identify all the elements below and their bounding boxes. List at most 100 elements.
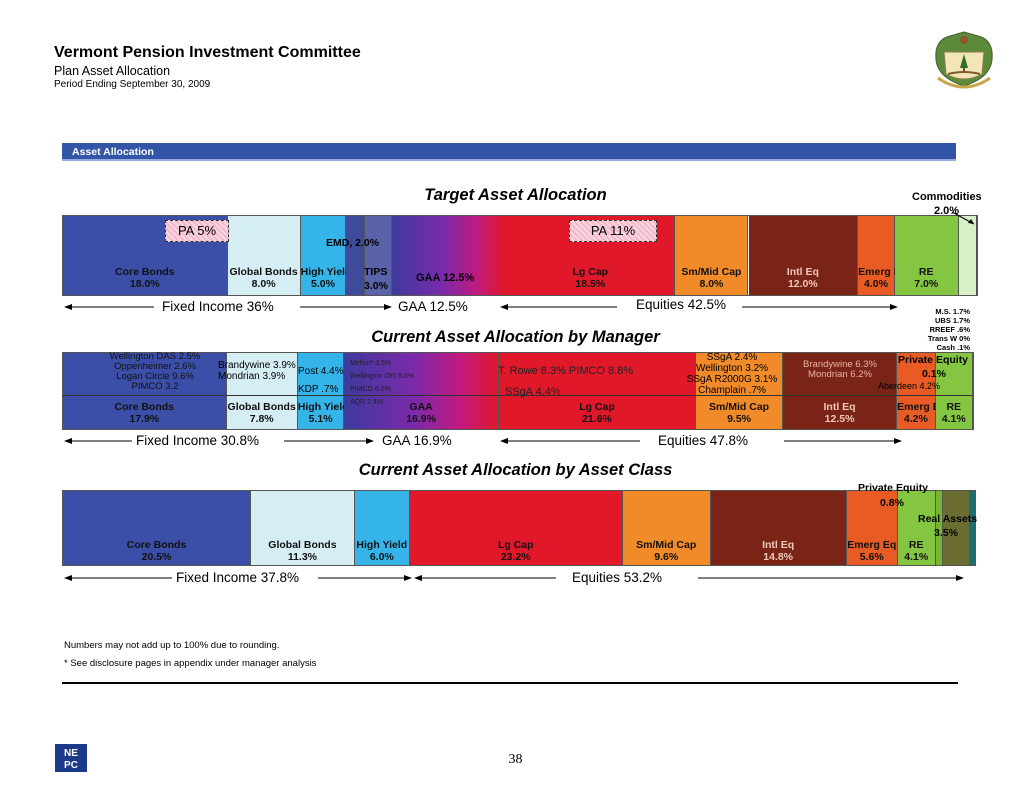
private-equity-manager-value: 0.1% xyxy=(922,368,946,380)
segment-value-high-yield: 5.1% xyxy=(308,413,333,425)
target-span-fixed-income: Fixed Income 36% xyxy=(162,299,274,314)
segment-value-global-bonds: 8.0% xyxy=(251,278,276,290)
manager-span-fixed-income: Fixed Income 30.8% xyxy=(136,433,260,448)
private-equity-class-value: 0.8% xyxy=(880,497,904,509)
segment-label-gaa: GAA 16.9% xyxy=(344,401,497,425)
bar-segment-core-bonds: Core Bonds 17.9% xyxy=(63,353,227,429)
segment-label-lg-cap: Lg Cap 21.6% xyxy=(499,401,695,425)
segment-label-sm-mid-cap: Sm/Mid Cap 9.6% xyxy=(623,539,710,563)
report-period: Period Ending September 30, 2009 xyxy=(54,79,211,90)
segment-name-re: RE xyxy=(908,539,924,551)
segment-name-core-bonds: Core Bonds xyxy=(126,539,187,551)
re-detail-2: RREEF .6% xyxy=(929,325,970,334)
asset-class-span-equities: Equities 53.2% xyxy=(572,570,663,585)
asset-class-span-arrows xyxy=(64,575,964,581)
bar-segment-sm-mid-cap: Sm/Mid Cap 8.0% xyxy=(675,216,749,295)
segment-value-intl-eq: 12.0% xyxy=(787,278,818,290)
segment-label-emerg-eq: Emerg Eq 4.2% xyxy=(897,401,946,425)
segment-name-intl-eq: Intl Eq xyxy=(786,266,819,278)
re-detail-1: UBS 1.7% xyxy=(934,316,970,325)
segment-value-core-bonds: 18.0% xyxy=(129,278,160,290)
bar-segment-sm-mid-cap: Sm/Mid Cap 9.5% xyxy=(696,353,783,429)
bar-segment-emerg-eq: Emerg Eq 4.2% xyxy=(897,353,946,429)
manager-aqr: AQR 2.4% xyxy=(350,399,384,406)
intl-eq-managers: Brandywine 6.3% Mondrian 6.2% xyxy=(790,360,890,380)
note-disclosure: * See disclosure pages in appendix under… xyxy=(64,658,317,669)
segment-value-global-bonds: 11.3% xyxy=(287,551,318,563)
segment-name-global-bonds: Global Bonds xyxy=(229,266,298,278)
segment-name-global-bonds: Global Bonds xyxy=(227,401,296,413)
bar-segment-tips xyxy=(364,216,393,295)
manager-kdp: KDP .7% xyxy=(298,384,339,395)
segment-value-intl-eq: 14.8% xyxy=(763,551,794,563)
footer-rule xyxy=(62,682,958,684)
report-subtitle: Plan Asset Allocation xyxy=(54,64,171,78)
segment-value-high-yield: 6.0% xyxy=(369,551,394,563)
segment-label-sm-mid-cap: Sm/Mid Cap 9.5% xyxy=(696,401,782,425)
segment-value-global-bonds: 7.8% xyxy=(249,413,274,425)
segment-value-emerg-eq: 4.0% xyxy=(863,278,888,290)
segment-name-intl-eq: Intl Eq xyxy=(823,401,856,413)
segment-label-intl-eq: Intl Eq 12.0% xyxy=(749,266,858,290)
bar-segment-high-yield: High Yield 6.0% xyxy=(354,491,410,565)
manager-chart-title: Current Asset Allocation by Manager xyxy=(371,328,660,346)
segment-name-re: RE xyxy=(946,401,962,413)
segment-name-lg-cap: Lg Cap xyxy=(579,401,615,413)
segment-label-re: RE 7.0% xyxy=(895,266,958,290)
manager-wellington-sm: Wellington 3.2% xyxy=(695,363,769,374)
bar-segment-commodities xyxy=(958,216,977,295)
bar-segment-global-bonds: Global Bonds 8.0% xyxy=(227,216,301,295)
segment-value-core-bonds: 17.9% xyxy=(129,413,160,425)
tips-value: 3.0% xyxy=(364,280,388,292)
manager-champlain: Champlain .7% xyxy=(698,385,766,396)
manager-allocation-bar: Core Bonds 17.9% Global Bonds 7.8% High Yiel… xyxy=(62,352,974,430)
bar-segment-sm-mid-cap: Sm/Mid Cap 9.6% xyxy=(622,491,711,565)
vermont-seal-icon xyxy=(935,31,993,89)
manager-mellon: Mellon* 3.5% xyxy=(350,360,392,367)
segment-name-high-yield: High Yield xyxy=(300,266,352,278)
real-assets-class-value: 3.5% xyxy=(934,527,958,539)
bar-segment-global-bonds: Global Bonds 7.8% xyxy=(226,353,298,429)
bar-segment-high-yield: High Yield 5.0% xyxy=(300,216,352,295)
bar-segment-re: RE 4.1% xyxy=(897,491,936,565)
gaa-managers: Mellon* 3.5% Wellington OFI 5.0% PIMCO 6… xyxy=(350,357,414,409)
cash-sliver xyxy=(969,491,975,565)
core-bonds-managers: Wellington DAS 2.5% Oppenheimer 2.6% Log… xyxy=(80,352,230,392)
note-rounding: Numbers may not add up to 100% due to ro… xyxy=(64,640,280,651)
manager-span-arrows xyxy=(64,438,902,444)
manager-pimco-gaa: PIMCO 6.0% xyxy=(350,386,391,393)
private-equity-manager-label: Private Equity xyxy=(898,354,969,366)
commodities-pointer-icon xyxy=(951,211,975,225)
manager-oppenheimer: Oppenheimer 2.6% xyxy=(114,361,196,372)
bar-segment-intl-eq: Intl Eq 12.0% xyxy=(748,216,859,295)
segment-value-re: 4.1% xyxy=(904,551,929,563)
asset-class-span-fixed-income: Fixed Income 37.8% xyxy=(176,570,300,585)
manager-trowe-pimco: T. Rowe 8.3% PIMCO 8.8% xyxy=(498,365,634,377)
segment-label-high-yield: High Yield 5.1% xyxy=(298,401,349,425)
segment-name-lg-cap: Lg Cap xyxy=(572,266,609,278)
segment-value-high-yield: 5.0% xyxy=(311,278,335,290)
manager-mondrian-gb: Mondrian 3.9% xyxy=(218,371,286,382)
segment-name-intl-eq: Intl Eq xyxy=(762,539,795,551)
segment-value-re: 4.1% xyxy=(941,413,966,425)
manager-span-equities: Equities 47.8% xyxy=(658,433,749,448)
bar-segment-emerg-eq: Emerg Eq 4.0% xyxy=(858,216,907,295)
sm-mid-managers: SSgA 2.4% Wellington 3.2% SSgA R2000G 3.… xyxy=(682,352,782,396)
bar-segment-re: RE 7.0% xyxy=(894,216,959,295)
segment-label-re: RE 4.1% xyxy=(936,401,972,425)
segment-label-core-bonds: Core Bonds 18.0% xyxy=(63,266,227,290)
bar-segment-gaa: GAA 16.9% xyxy=(344,353,499,429)
segment-value-re: 7.0% xyxy=(914,278,939,290)
bar-segment-re: RE 4.1% xyxy=(935,353,973,429)
emd-label: EMD, 2.0% xyxy=(326,237,380,249)
segment-name-core-bonds: Core Bonds xyxy=(114,401,175,413)
bar-segment-private-equity xyxy=(935,491,943,565)
segment-value-emerg-eq: 5.6% xyxy=(859,551,884,563)
bar-segment-gaa xyxy=(392,216,507,295)
bar-segment-core-bonds: Core Bonds 20.5% xyxy=(63,491,252,565)
segment-name-sm-mid-cap: Sm/Mid Cap xyxy=(709,401,770,413)
segment-label-intl-eq: Intl Eq 12.5% xyxy=(783,401,896,425)
svg-text:PC: PC xyxy=(64,760,78,771)
pa-equity-box: PA 11% xyxy=(569,220,657,242)
segment-label-global-bonds: Global Bonds 7.8% xyxy=(227,401,297,425)
